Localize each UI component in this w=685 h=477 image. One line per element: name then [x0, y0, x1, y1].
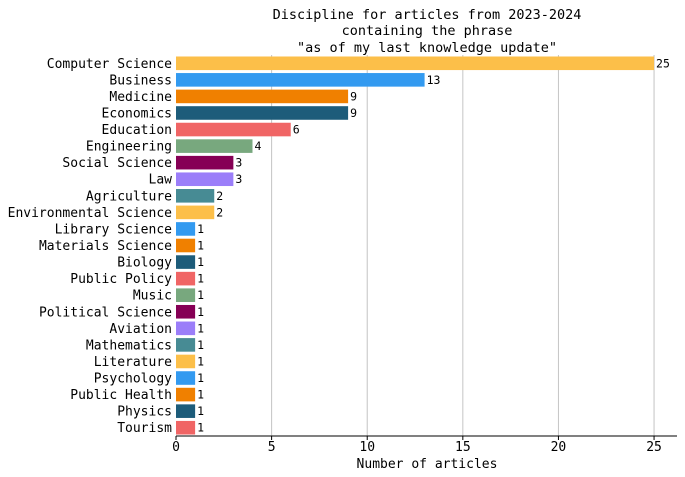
bars	[176, 56, 655, 435]
value-label: 1	[197, 421, 204, 435]
bar	[176, 371, 196, 385]
chart-title: Discipline for articles from 2023-2024 c…	[273, 7, 582, 56]
bar	[176, 387, 196, 402]
value-label: 1	[197, 272, 204, 286]
bar	[176, 89, 349, 104]
value-label: 9	[350, 89, 357, 103]
bar	[176, 255, 196, 269]
value-label: 1	[197, 305, 204, 319]
category-label: Environmental Science	[8, 206, 173, 221]
bar	[176, 189, 215, 203]
category-label: Engineering	[86, 140, 172, 155]
category-label: Aviation	[109, 322, 172, 337]
value-label: 1	[197, 388, 204, 402]
bar	[176, 271, 196, 286]
bar	[176, 122, 291, 137]
value-label: 1	[197, 288, 204, 302]
category-label: Mathematics	[86, 338, 172, 353]
value-label: 1	[197, 338, 204, 352]
x-tick-label: 10	[359, 440, 375, 455]
category-label: Political Science	[39, 305, 172, 320]
category-label: Medicine	[109, 90, 172, 105]
gridlines	[271, 55, 655, 436]
value-label: 1	[197, 354, 204, 368]
value-label: 2	[216, 205, 223, 219]
bar	[176, 338, 196, 352]
category-label: Social Science	[62, 156, 172, 171]
value-label: 2	[216, 189, 223, 203]
x-axis: 0 5 10 15 20 25	[172, 435, 677, 455]
value-label: 3	[235, 172, 242, 186]
category-label: Materials Science	[39, 239, 172, 254]
category-label: Agriculture	[86, 189, 172, 204]
category-label: Library Science	[55, 222, 173, 237]
x-tick-label: 15	[455, 440, 471, 455]
value-label: 13	[427, 73, 441, 87]
x-tick-label: 20	[551, 440, 567, 455]
value-label: 1	[197, 321, 204, 335]
chart-title-line-1: Discipline for articles from 2023-2024	[273, 7, 582, 23]
value-label: 1	[197, 371, 204, 385]
category-label: Education	[102, 123, 172, 138]
x-axis-title: Number of articles	[357, 457, 498, 472]
value-label: 4	[254, 139, 261, 153]
value-label: 1	[197, 239, 204, 253]
bar	[176, 172, 234, 187]
value-label: 3	[235, 156, 242, 170]
chart-title-line-3: "as of my last knowledge update"	[297, 40, 557, 56]
category-label: Psychology	[94, 372, 172, 387]
x-tick-label: 5	[268, 440, 276, 455]
category-label: Biology	[117, 256, 172, 271]
bar	[176, 205, 215, 220]
value-label: 25	[656, 56, 670, 70]
category-label: Physics	[117, 405, 172, 420]
value-label: 9	[350, 106, 357, 120]
bar	[176, 404, 196, 418]
category-label: Literature	[94, 355, 172, 370]
bar	[176, 139, 253, 153]
value-label: 1	[197, 404, 204, 418]
x-tick-label: 25	[646, 440, 662, 455]
value-label: 6	[293, 123, 300, 137]
bar	[176, 354, 196, 369]
x-tick-label: 0	[172, 440, 180, 455]
bar	[176, 321, 196, 336]
category-label: Business	[109, 73, 172, 88]
bar	[176, 73, 425, 87]
value-label: 1	[197, 222, 204, 236]
bar	[176, 155, 234, 170]
bar	[176, 304, 196, 319]
category-label: Music	[133, 289, 172, 304]
bar	[176, 238, 196, 253]
category-label: Law	[149, 173, 173, 188]
chart-title-line-2: containing the phrase	[342, 23, 513, 39]
value-label: 1	[197, 255, 204, 269]
category-label: Tourism	[117, 421, 172, 436]
category-label: Public Policy	[70, 272, 172, 287]
bar	[176, 288, 196, 302]
bar	[176, 106, 349, 120]
bar	[176, 420, 196, 435]
category-label: Computer Science	[47, 57, 172, 72]
category-label: Public Health	[70, 388, 172, 403]
category-label: Economics	[102, 106, 172, 121]
bar	[176, 56, 655, 71]
bar	[176, 222, 196, 236]
